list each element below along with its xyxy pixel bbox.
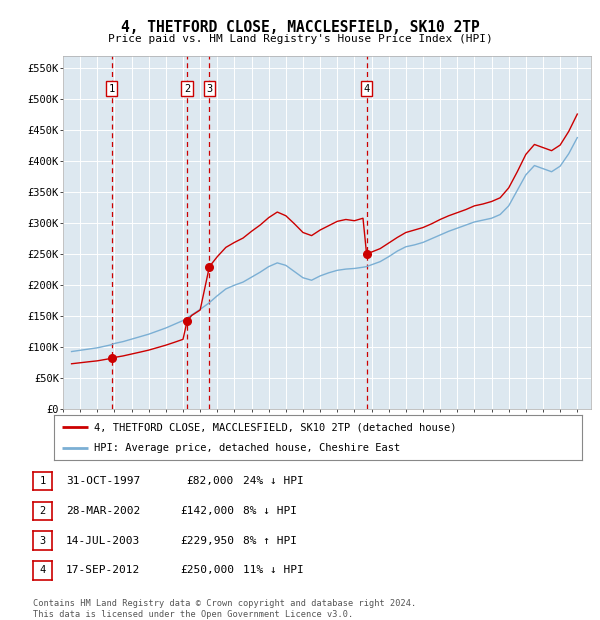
Text: 1: 1 (40, 476, 46, 486)
Text: £82,000: £82,000 (187, 476, 234, 486)
Text: £142,000: £142,000 (180, 506, 234, 516)
Text: 14-JUL-2003: 14-JUL-2003 (66, 536, 140, 546)
Text: 11% ↓ HPI: 11% ↓ HPI (243, 565, 304, 575)
Text: 24% ↓ HPI: 24% ↓ HPI (243, 476, 304, 486)
Text: £229,950: £229,950 (180, 536, 234, 546)
Text: Contains HM Land Registry data © Crown copyright and database right 2024.
This d: Contains HM Land Registry data © Crown c… (33, 600, 416, 619)
Text: HPI: Average price, detached house, Cheshire East: HPI: Average price, detached house, Ches… (94, 443, 400, 453)
Text: 8% ↓ HPI: 8% ↓ HPI (243, 506, 297, 516)
Text: 1: 1 (109, 84, 115, 94)
Text: 3: 3 (206, 84, 212, 94)
Text: 4, THETFORD CLOSE, MACCLESFIELD, SK10 2TP (detached house): 4, THETFORD CLOSE, MACCLESFIELD, SK10 2T… (94, 422, 456, 433)
Text: 2: 2 (184, 84, 190, 94)
Text: 4: 4 (364, 84, 370, 94)
Text: 2: 2 (40, 506, 46, 516)
Text: Price paid vs. HM Land Registry's House Price Index (HPI): Price paid vs. HM Land Registry's House … (107, 34, 493, 44)
Text: 31-OCT-1997: 31-OCT-1997 (66, 476, 140, 486)
Text: £250,000: £250,000 (180, 565, 234, 575)
Text: 28-MAR-2002: 28-MAR-2002 (66, 506, 140, 516)
Text: 4, THETFORD CLOSE, MACCLESFIELD, SK10 2TP: 4, THETFORD CLOSE, MACCLESFIELD, SK10 2T… (121, 20, 479, 35)
Text: 4: 4 (40, 565, 46, 575)
Text: 3: 3 (40, 536, 46, 546)
Text: 17-SEP-2012: 17-SEP-2012 (66, 565, 140, 575)
Text: 8% ↑ HPI: 8% ↑ HPI (243, 536, 297, 546)
